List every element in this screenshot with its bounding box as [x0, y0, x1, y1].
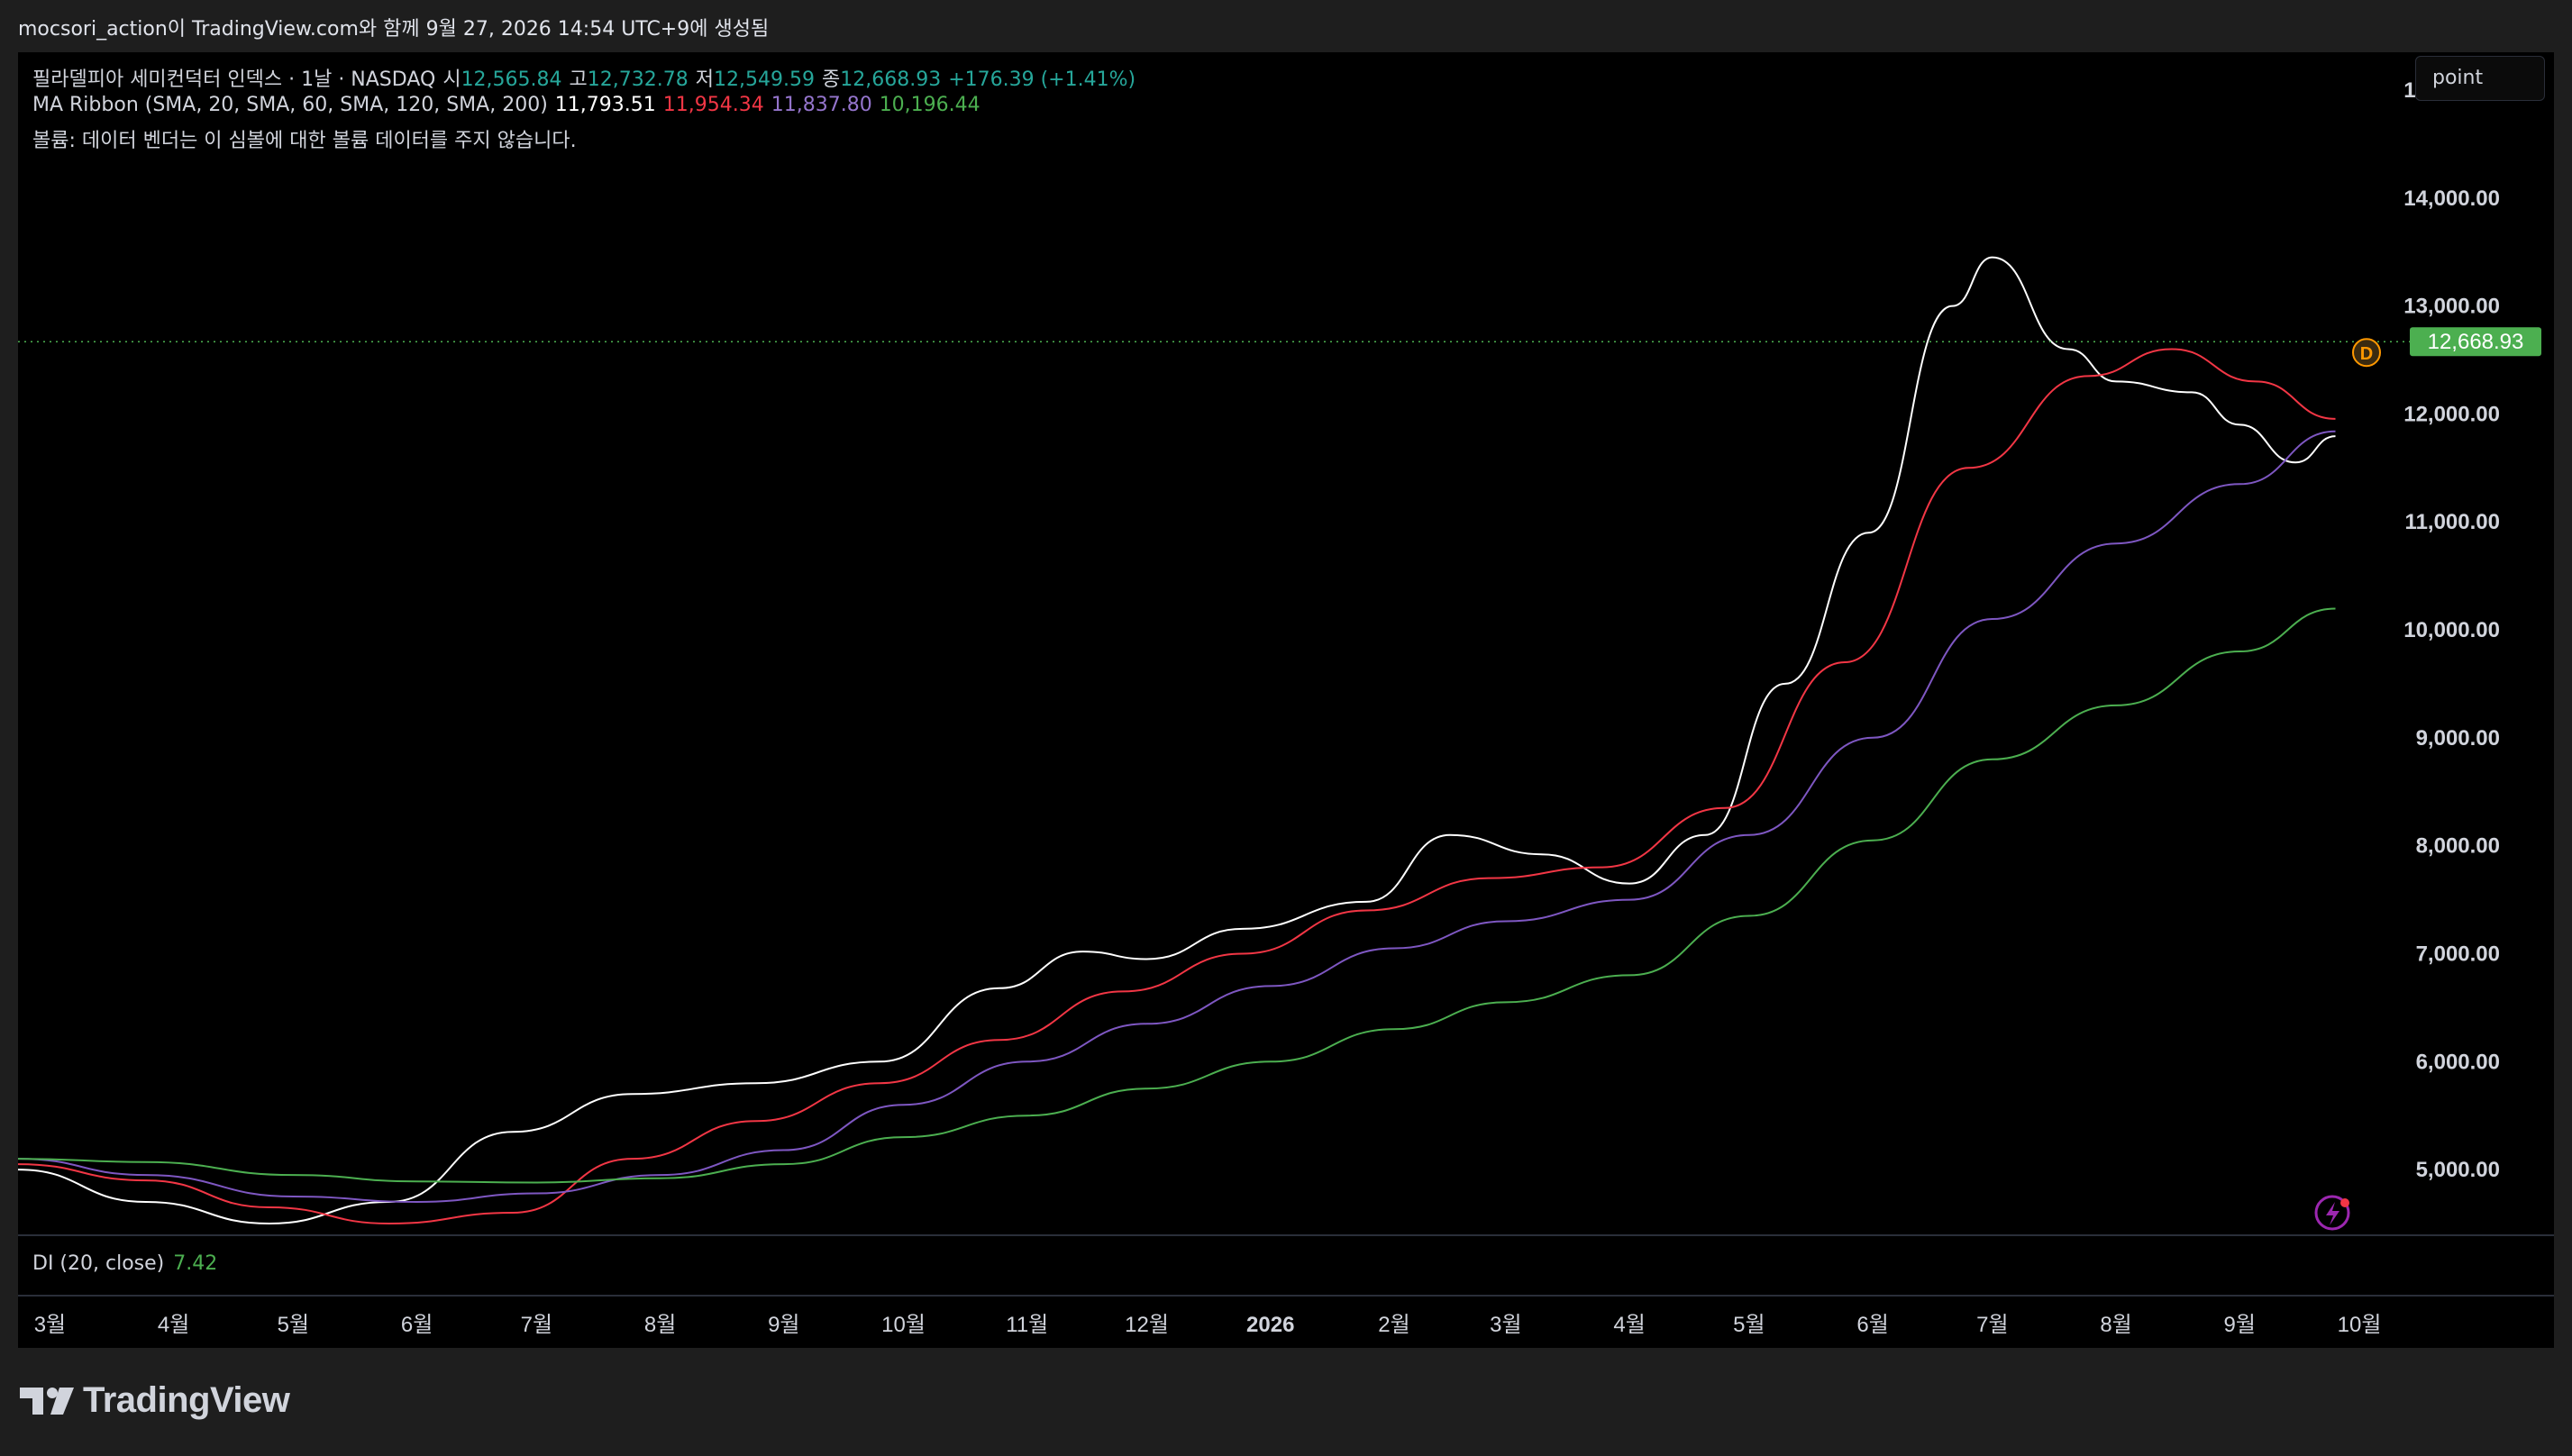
y-tick-label: 5,000.00 — [2416, 1158, 2500, 1182]
tradingview-logo: TradingView — [20, 1380, 290, 1421]
tradingview-mark-icon — [20, 1387, 74, 1415]
volume-note: 볼륨: 데이터 벤더는 이 심볼에 대한 볼륨 데이터를 주지 않습니다. — [32, 130, 577, 152]
ma-line-sma-60 — [18, 348, 2336, 1225]
tradingview-wordmark: TradingView — [83, 1380, 290, 1420]
x-tick-label: 11월 — [1006, 1313, 1048, 1337]
high-label: 고 — [569, 68, 588, 91]
x-tick-label: 3월 — [34, 1313, 66, 1337]
x-tick-label: 8월 — [2100, 1313, 2131, 1337]
open-label: 시 — [442, 68, 461, 91]
lightning-bolt — [2326, 1202, 2339, 1225]
y-tick-label: 7,000.00 — [2416, 942, 2500, 966]
lightning-alert-icon[interactable] — [2314, 1195, 2350, 1231]
last-price-tag — [2410, 327, 2541, 357]
x-tick-label: 10월 — [881, 1313, 926, 1337]
ma-ribbon-legend: MA Ribbon (SMA, 20, SMA, 60, SMA, 120, S… — [32, 94, 988, 116]
x-tick-label: 3월 — [1490, 1313, 1521, 1337]
x-tick-label: 10월 — [2338, 1313, 2382, 1337]
y-tick-label: 14,000.00 — [2403, 187, 2500, 211]
ma-line-sma-120 — [18, 430, 2336, 1204]
y-tick-label: 6,000.00 — [2416, 1050, 2500, 1074]
ma20-value: 11,793.51 — [554, 94, 656, 116]
x-tick-label: 5월 — [1733, 1313, 1765, 1337]
x-tick-label: 4월 — [158, 1313, 189, 1337]
ma-ribbon-title[interactable]: MA Ribbon (SMA, 20, SMA, 60, SMA, 120, S… — [32, 94, 548, 116]
x-tick-label: 9월 — [2224, 1313, 2256, 1337]
x-tick-label: 2월 — [1378, 1313, 1409, 1337]
low-value: 12,549.59 — [714, 68, 815, 91]
x-tick-label: 7월 — [521, 1313, 552, 1337]
x-tick-label: 12월 — [1125, 1313, 1169, 1337]
event-marker-icon[interactable] — [2352, 338, 2381, 368]
ma60-value: 11,954.34 — [662, 94, 764, 116]
ma120-value: 11,837.80 — [771, 94, 872, 116]
point-button[interactable]: point — [2415, 56, 2545, 101]
chart-frame[interactable]: 12,668.93D 15,000.0014,000.0013,000.0012… — [18, 52, 2554, 1348]
x-tick-label: 7월 — [1976, 1313, 2008, 1337]
x-tick-label: 9월 — [768, 1313, 799, 1337]
last-price-label: 12,668.93 — [2428, 330, 2524, 354]
x-tick-label: 4월 — [1613, 1313, 1645, 1337]
di-indicator-legend[interactable]: DI (20, close) 7.42 — [32, 1252, 217, 1275]
change-value: +176.39 (+1.41%) — [948, 68, 1136, 91]
y-tick-label: 12,000.00 — [2403, 402, 2500, 426]
y-tick-label: 13,000.00 — [2403, 295, 2500, 319]
high-value: 12,732.78 — [587, 68, 689, 91]
price-chart[interactable]: 12,668.93D 15,000.0014,000.0013,000.0012… — [18, 52, 2554, 1348]
y-tick-label: 8,000.00 — [2416, 834, 2500, 859]
ohlc-legend: 필라델피아 세미컨덕터 인덱스 · 1날 · NASDAQ 시12,565.84 고… — [32, 63, 1143, 92]
ma-line-sma-20 — [18, 256, 2336, 1225]
y-tick-label: 11,000.00 — [2405, 510, 2500, 534]
lightning-badge — [2340, 1198, 2349, 1207]
di-title: DI (20, close) — [32, 1252, 165, 1275]
chart-caption: mocsori_action이 TradingView.com와 함께 9월 2… — [18, 18, 770, 41]
lightning-circle — [2314, 1195, 2350, 1231]
x-tick-label: 2026 — [1246, 1313, 1294, 1337]
low-label: 저 — [695, 68, 714, 91]
close-value: 12,668.93 — [840, 68, 942, 91]
di-value: 7.42 — [173, 1252, 218, 1275]
x-tick-label: 6월 — [1856, 1313, 1888, 1337]
x-tick-label: 8월 — [644, 1313, 676, 1337]
ma-line-sma-200 — [18, 607, 2336, 1184]
open-value: 12,565.84 — [461, 68, 562, 91]
y-tick-label: 9,000.00 — [2416, 726, 2500, 751]
x-tick-label: 6월 — [401, 1313, 433, 1337]
y-tick-label: 10,000.00 — [2403, 618, 2500, 642]
ma200-value: 10,196.44 — [879, 94, 980, 116]
x-tick-label: 5월 — [278, 1313, 309, 1337]
symbol-title[interactable]: 필라델피아 세미컨덕터 인덱스 · 1날 · NASDAQ — [32, 68, 436, 91]
event-marker-label: D — [2360, 344, 2373, 364]
close-label: 종 — [821, 68, 841, 91]
